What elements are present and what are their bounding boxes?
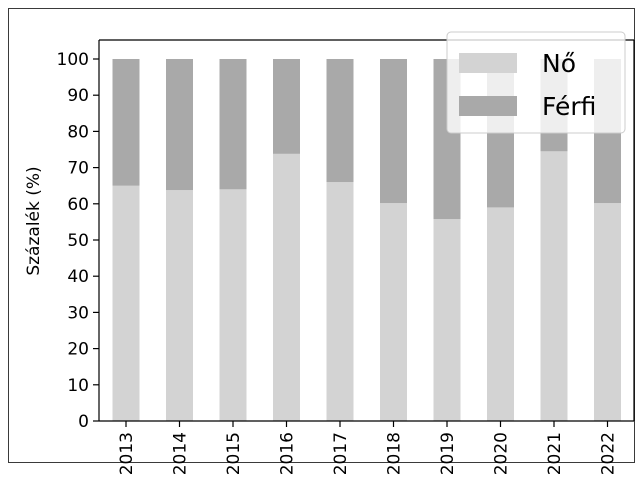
y-tick-label-40: 40: [67, 267, 89, 287]
y-tick-label-90: 90: [67, 86, 89, 106]
bar-no-2014: [166, 190, 193, 421]
y-tick-label-100: 100: [57, 50, 89, 70]
legend-box: [446, 31, 626, 134]
bars-layer: [112, 59, 621, 421]
x-tick-label-2013: 2013: [117, 432, 137, 475]
y-tick-label-80: 80: [67, 122, 89, 142]
bar-ferfi-2013: [112, 59, 140, 186]
bar-no-2019: [433, 219, 461, 421]
bar-ferfi-2016: [273, 59, 300, 154]
y-ticks: 0 10 20 30 40 50 60 70 80 90 100: [57, 50, 99, 432]
bar-no-2017: [326, 182, 354, 421]
legend-label-no: Nő: [542, 49, 576, 78]
x-tick-label-2021: 2021: [545, 432, 565, 475]
x-tick-label-2019: 2019: [438, 432, 458, 475]
x-tick-label-2020: 2020: [492, 432, 512, 475]
x-tick-label-2016: 2016: [278, 432, 298, 475]
legend-swatch-ferfi: [459, 96, 517, 116]
bar-no-2020: [487, 207, 514, 421]
x-tick-label-2015: 2015: [224, 432, 244, 475]
legend-swatch-no: [459, 53, 517, 73]
y-tick-label-30: 30: [67, 303, 89, 323]
y-tick-label-70: 70: [67, 159, 89, 179]
x-tick-label-2014: 2014: [171, 432, 191, 475]
y-tick-label-60: 60: [67, 195, 89, 215]
bar-no-2013: [112, 185, 140, 421]
bar-ferfi-2017: [326, 59, 354, 183]
bar-ferfi-2014: [166, 59, 193, 191]
x-ticks: 2013 2014 2015 2016 2017 2018 2019 2020 2021 2022: [117, 421, 619, 475]
x-tick-label-2022: 2022: [599, 432, 619, 475]
bar-no-2021: [540, 151, 568, 421]
legend: Nő Férfi: [446, 31, 626, 134]
y-axis-label: Százalék (%): [24, 166, 44, 275]
x-tick-label-2017: 2017: [331, 432, 351, 475]
bar-ferfi-2015: [219, 59, 247, 190]
y-tick-label-50: 50: [67, 231, 89, 251]
bar-no-2016: [273, 153, 300, 421]
y-tick-label-10: 10: [67, 376, 89, 396]
bar-no-2022: [594, 203, 621, 421]
y-tick-label-0: 0: [78, 412, 89, 432]
y-tick-label-20: 20: [67, 340, 89, 360]
legend-label-ferfi: Férfi: [542, 92, 596, 121]
bar-ferfi-2018: [380, 59, 407, 204]
bar-no-2018: [380, 203, 407, 421]
x-tick-label-2018: 2018: [385, 432, 405, 475]
bar-no-2015: [219, 189, 247, 421]
